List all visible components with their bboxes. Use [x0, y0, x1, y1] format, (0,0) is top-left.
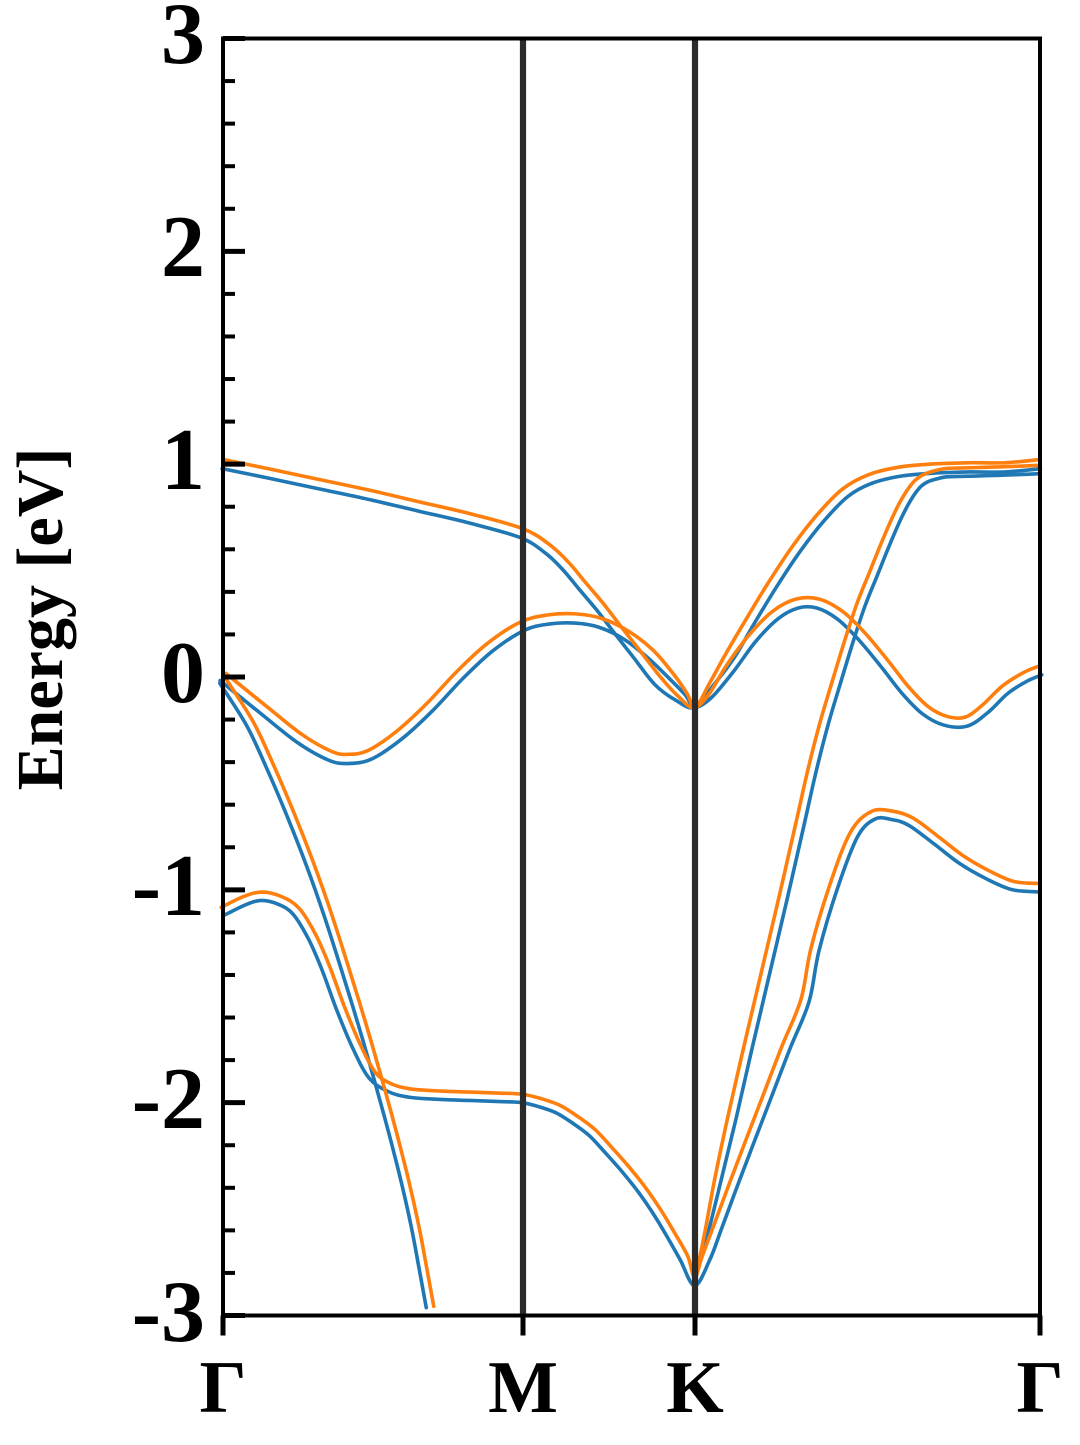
svg-text:2: 2: [161, 199, 205, 296]
svg-text:-1: -1: [132, 838, 205, 935]
svg-text:0: 0: [161, 625, 205, 722]
svg-text:Γ: Γ: [199, 1347, 246, 1429]
svg-text:K: K: [666, 1347, 724, 1429]
svg-text:Γ: Γ: [1016, 1347, 1063, 1429]
svg-text:3: 3: [161, 0, 205, 83]
svg-text:M: M: [488, 1347, 558, 1429]
svg-text:Energy [eV]: Energy [eV]: [4, 448, 77, 791]
svg-text:-3: -3: [132, 1264, 205, 1361]
svg-text:-2: -2: [132, 1051, 205, 1148]
svg-text:1: 1: [161, 412, 205, 509]
